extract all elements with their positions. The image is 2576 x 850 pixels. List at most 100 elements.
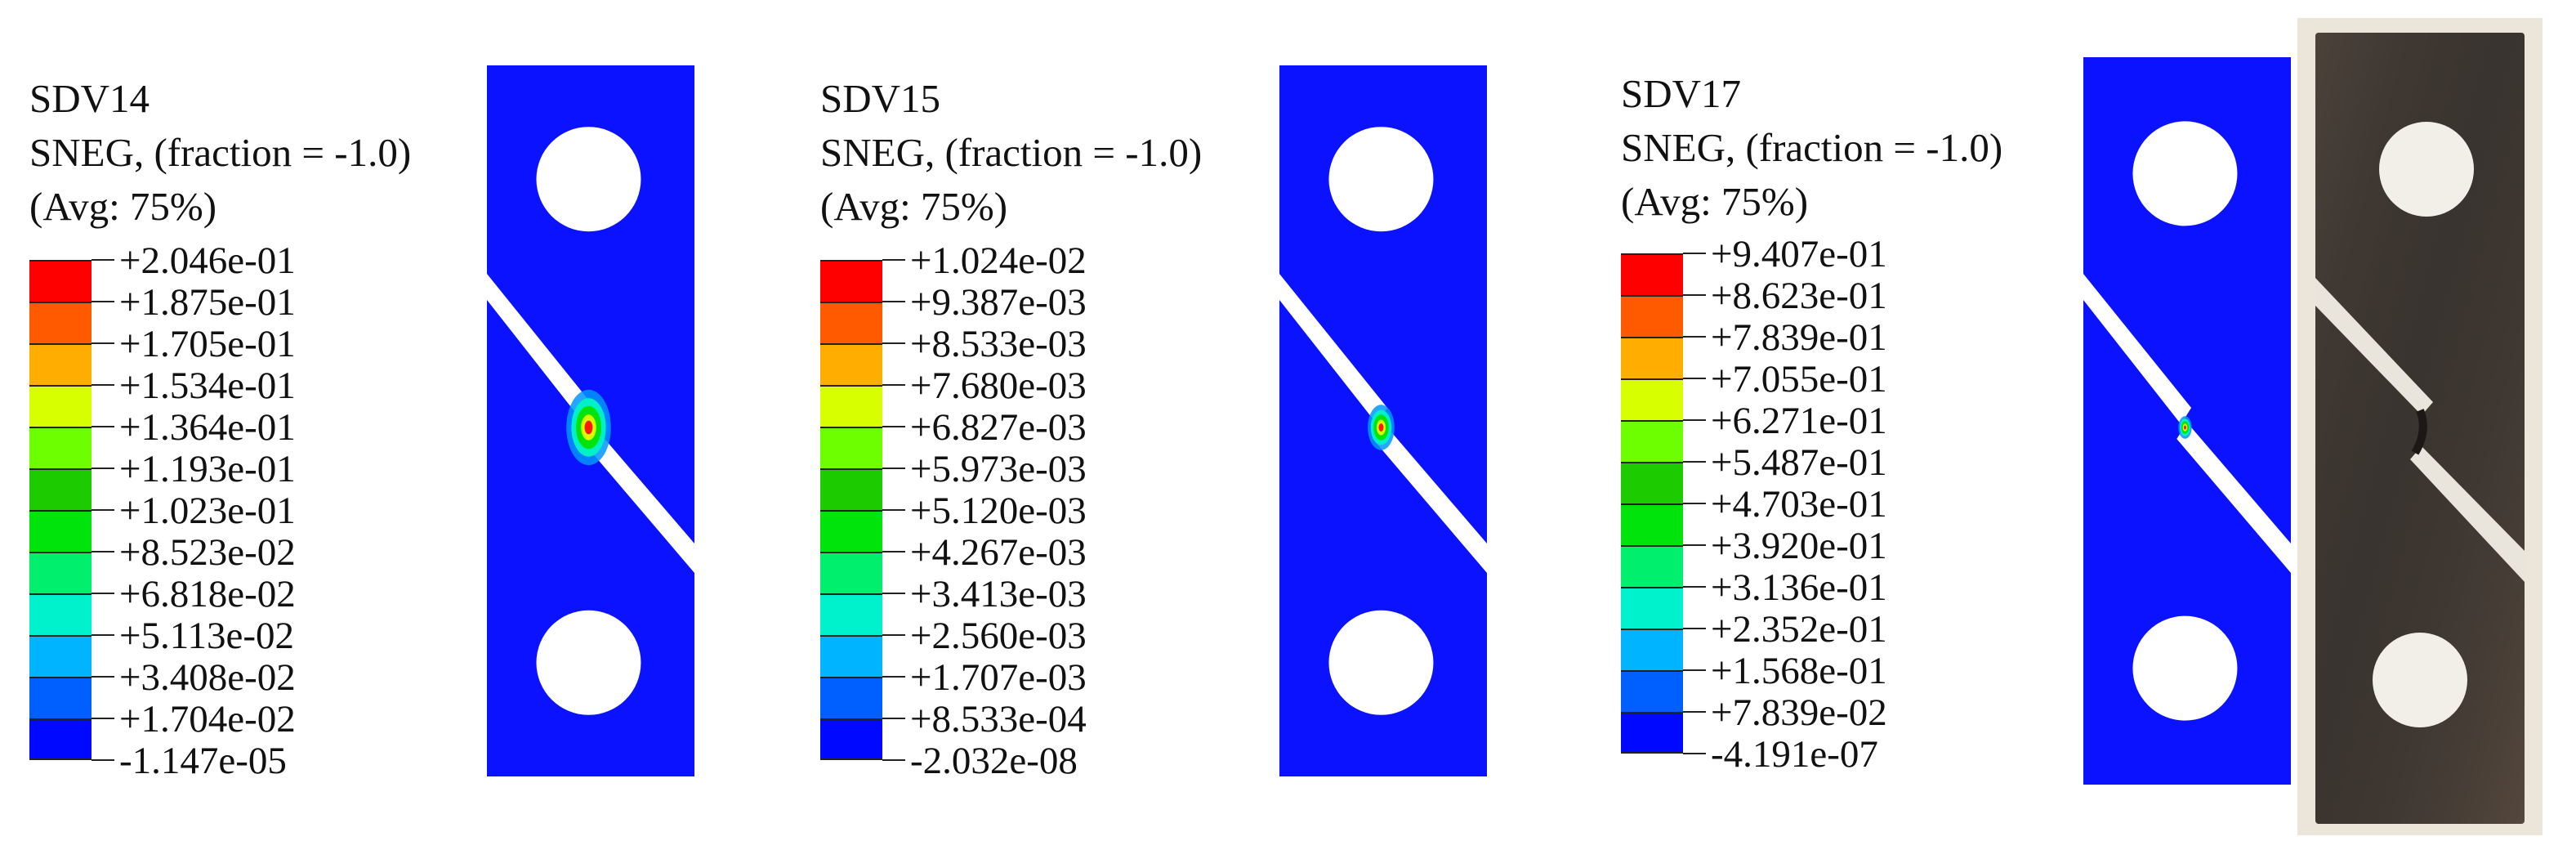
lower-notch	[1373, 423, 1487, 573]
scale-tick	[92, 593, 114, 594]
scale-tick	[92, 468, 114, 469]
specimen-mesh-sdv14	[487, 65, 694, 776]
scale-tick	[882, 468, 905, 469]
scale-tick	[1683, 378, 1706, 379]
scale-tick	[1683, 753, 1706, 754]
contour-panel-sdv14: SDV14 SNEG, (fraction = -1.0) (Avg: 75%)…	[0, 0, 719, 850]
color-band	[1621, 670, 1683, 712]
color-band	[29, 343, 92, 385]
color-band	[1621, 545, 1683, 587]
specimen-mesh-sdv17	[2083, 57, 2291, 785]
scale-tick-label: +3.413e-03	[910, 573, 1087, 615]
scale-tick-label: +7.839e-02	[1711, 691, 1887, 734]
color-scale: +9.407e-01 +8.623e-01 +7.839e-01 +7.055e-01…	[1621, 235, 1964, 842]
scale-tick-label: +6.818e-02	[119, 573, 296, 615]
legend-variable-name: SDV15	[820, 76, 941, 121]
scale-tick-label: +9.387e-03	[910, 281, 1087, 324]
color-band	[820, 427, 882, 468]
lower-hole	[1328, 610, 1434, 715]
scale-tick-label: +1.023e-01	[119, 490, 296, 532]
color-band	[820, 552, 882, 593]
scale-tick-label: +1.875e-01	[119, 281, 296, 324]
scale-tick	[92, 384, 114, 386]
legend-averaging: (Avg: 75%)	[820, 184, 1008, 229]
scale-tick-label: +8.533e-03	[910, 323, 1087, 365]
scale-tick-label: +9.407e-01	[1711, 233, 1887, 275]
upper-notch	[2083, 274, 2192, 424]
color-band	[29, 593, 92, 635]
scale-tick	[1683, 336, 1706, 338]
scale-tick	[882, 759, 905, 761]
color-band	[820, 677, 882, 718]
color-band	[1621, 378, 1683, 420]
scale-tick	[882, 301, 905, 302]
scale-tick-label: +1.568e-01	[1711, 650, 1887, 692]
color-band	[1621, 629, 1683, 670]
photo-upper-hole	[2379, 122, 2474, 217]
lower-hole	[2132, 615, 2238, 721]
scale-tick-label: +1.707e-03	[910, 656, 1087, 699]
photo-fracture-zone	[2411, 409, 2427, 455]
scale-tick-label: -1.147e-05	[119, 740, 287, 782]
scale-tick	[1683, 669, 1706, 671]
stress-contour-band	[1378, 423, 1384, 432]
scale-tick	[92, 342, 114, 344]
scale-tick-label: +7.055e-01	[1711, 358, 1887, 400]
color-band	[29, 427, 92, 468]
scale-tick-label: +2.560e-03	[910, 615, 1087, 657]
scale-tick	[882, 342, 905, 344]
scale-tick	[92, 301, 114, 302]
scale-tick-label: +4.703e-01	[1711, 483, 1887, 526]
scale-tick	[1683, 253, 1706, 254]
contour-panel-sdv15: SDV15 SNEG, (fraction = -1.0) (Avg: 75%)…	[784, 0, 1536, 850]
scale-tick-label: +5.973e-03	[910, 448, 1087, 490]
color-band	[820, 593, 882, 635]
upper-notch	[487, 274, 596, 424]
scale-tick	[1683, 461, 1706, 463]
scale-tick	[1683, 544, 1706, 546]
scale-tick-label: +8.623e-01	[1711, 275, 1887, 317]
color-band	[29, 385, 92, 427]
scale-tick	[92, 759, 114, 761]
scale-tick	[882, 634, 905, 636]
scale-tick-label: +3.136e-01	[1711, 566, 1887, 609]
color-band	[29, 260, 92, 302]
scale-tick-label: +1.193e-01	[119, 448, 296, 490]
scale-tick	[882, 426, 905, 427]
scale-tick-label: +2.352e-01	[1711, 608, 1887, 651]
color-band	[29, 552, 92, 593]
color-band	[29, 468, 92, 510]
upper-hole	[1328, 127, 1434, 232]
color-band	[820, 718, 882, 760]
scale-tick	[92, 676, 114, 678]
scale-tick	[882, 509, 905, 511]
photo-upper-notch	[2315, 278, 2433, 415]
scale-tick-label: +7.680e-03	[910, 365, 1087, 407]
scale-tick	[92, 509, 114, 511]
stress-contour-band	[584, 420, 593, 435]
color-band	[1621, 462, 1683, 503]
scale-tick-label: +3.920e-01	[1711, 525, 1887, 567]
upper-hole	[2132, 121, 2238, 226]
scale-tick-label: +1.364e-01	[119, 406, 296, 449]
scale-tick	[882, 259, 905, 261]
scale-tick	[882, 384, 905, 386]
scale-tick-label: +5.487e-01	[1711, 441, 1887, 484]
color-band	[1621, 337, 1683, 378]
scale-tick-label: +2.046e-01	[119, 239, 296, 282]
scale-tick-label: +1.024e-02	[910, 239, 1087, 282]
legend-variable-name: SDV17	[1621, 71, 1742, 116]
scale-tick-label: +4.267e-03	[910, 531, 1087, 574]
scale-tick	[882, 676, 905, 678]
scale-tick	[1683, 503, 1706, 504]
scale-tick	[882, 551, 905, 552]
scale-tick-label: +1.704e-02	[119, 698, 296, 740]
scale-tick	[1683, 419, 1706, 421]
photo-lower-hole	[2373, 633, 2467, 727]
color-band	[29, 302, 92, 343]
contour-panel-sdv17: SDV17 SNEG, (fraction = -1.0) (Avg: 75%)…	[1585, 0, 2291, 850]
legend-averaging: (Avg: 75%)	[1621, 179, 1809, 224]
scale-tick-label: +5.113e-02	[119, 615, 295, 657]
legend-variable-name: SDV14	[29, 76, 150, 121]
color-band	[1621, 420, 1683, 462]
